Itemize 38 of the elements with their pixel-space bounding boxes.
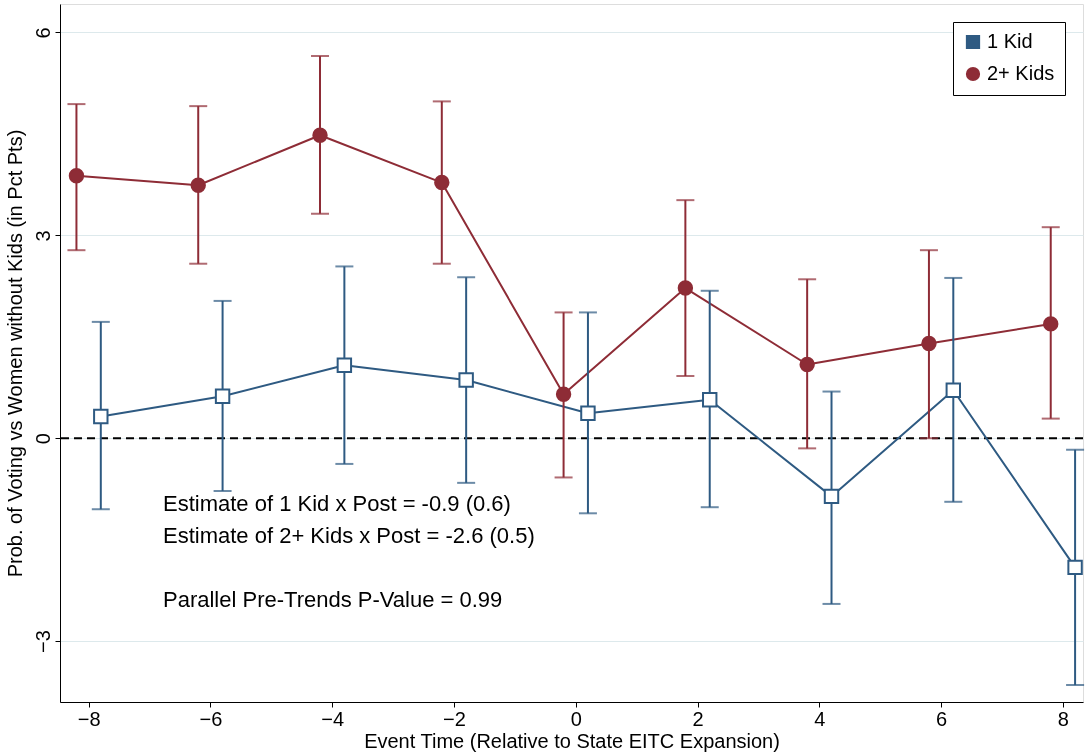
x-tick-label: −4	[321, 707, 345, 730]
x-tick-label: −6	[199, 707, 223, 730]
point	[93, 408, 109, 425]
x-tick-label: 2	[692, 707, 704, 730]
point	[677, 280, 694, 296]
x-tick-label: 6	[936, 707, 948, 730]
legend-label: 2+ Kids	[987, 62, 1055, 84]
y-tick-label: 0	[31, 433, 54, 445]
point	[702, 391, 718, 408]
point	[336, 357, 353, 373]
y-tick-label: 3	[31, 230, 54, 242]
point	[921, 335, 937, 352]
point	[190, 177, 206, 193]
annotation: Parallel Pre-Trends P-Value = 0.99	[163, 587, 503, 612]
point	[945, 382, 962, 398]
point	[1067, 559, 1083, 576]
point	[580, 405, 596, 421]
y-axis-title: Prob. of Voting vs Women without Kids (in Pct Pts)	[3, 129, 26, 578]
x-tick-label: 0	[570, 707, 582, 730]
point	[555, 386, 572, 402]
x-tick-label: 4	[814, 707, 826, 730]
point	[1043, 316, 1059, 332]
annotation: Estimate of 1 Kid x Post = -0.9 (0.6)	[163, 491, 511, 516]
point	[312, 127, 328, 143]
x-tick-label: −2	[443, 707, 466, 730]
y-tick-label: 6	[31, 27, 54, 39]
point	[823, 488, 840, 505]
x-axis-title: Event Time (Relative to State EITC Expansion)	[364, 729, 780, 752]
x-tick-label: −8	[77, 707, 101, 730]
point	[458, 372, 474, 388]
legend-label: 1 Kid	[987, 30, 1033, 52]
point	[68, 168, 85, 184]
x-tick-label: 8	[1057, 707, 1069, 730]
point	[799, 356, 815, 373]
point	[214, 388, 231, 404]
point	[434, 174, 450, 191]
annotation: Estimate of 2+ Kids x Post = -2.6 (0.5)	[163, 523, 535, 548]
y-tick-label: −3	[31, 630, 54, 654]
